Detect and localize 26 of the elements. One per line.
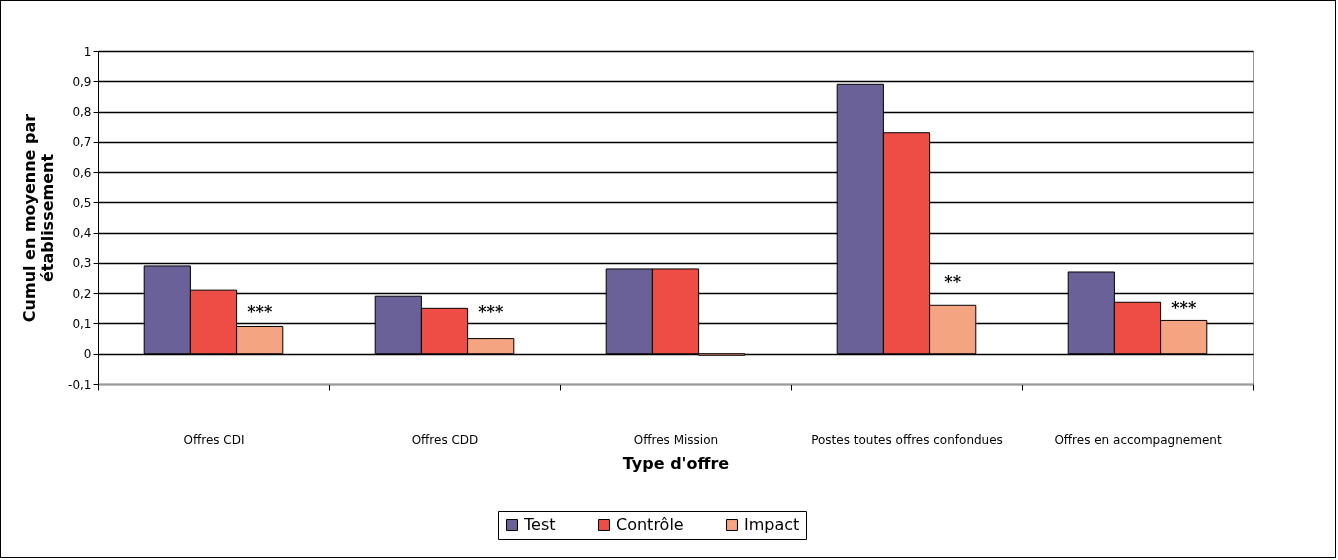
x-tick-label: Offres CDI xyxy=(183,432,245,447)
x-tick-label: Offres Mission xyxy=(633,432,719,447)
y-tick-label: -0,1 xyxy=(68,377,92,392)
y-tick-label: 0,9 xyxy=(72,74,92,89)
y-tick-label: 0 xyxy=(83,347,92,362)
annotation: *** xyxy=(478,302,504,322)
legend-label: Contrôle xyxy=(616,515,684,534)
y-tick-label: 0,3 xyxy=(72,256,92,271)
y-tick-label: 0,5 xyxy=(72,195,92,210)
y-tick-label: 0,4 xyxy=(72,226,92,241)
annotation: *** xyxy=(1171,298,1197,318)
y-tick-label: 0,7 xyxy=(72,135,92,150)
y-tick-label: 0,2 xyxy=(72,286,92,301)
y-tick-label: 1 xyxy=(83,44,92,59)
y-tick-label: 0,6 xyxy=(72,165,92,180)
y-tick-label: 0,1 xyxy=(72,316,92,331)
annotation: *** xyxy=(247,302,273,322)
legend-label: Impact xyxy=(744,515,800,534)
x-axis-title: Type d'offre xyxy=(622,453,730,473)
annotation: ** xyxy=(944,272,962,292)
x-tick-label: Offres CDD xyxy=(411,432,479,447)
x-tick-label: Postes toutes offres confondues xyxy=(811,432,1003,447)
y-tick-label: 0,8 xyxy=(72,105,92,120)
legend-label: Test xyxy=(523,515,556,534)
y-axis-title: Cumul en moyenne par établissement xyxy=(20,113,58,323)
x-tick-label: Offres en accompagnement xyxy=(1054,432,1222,447)
